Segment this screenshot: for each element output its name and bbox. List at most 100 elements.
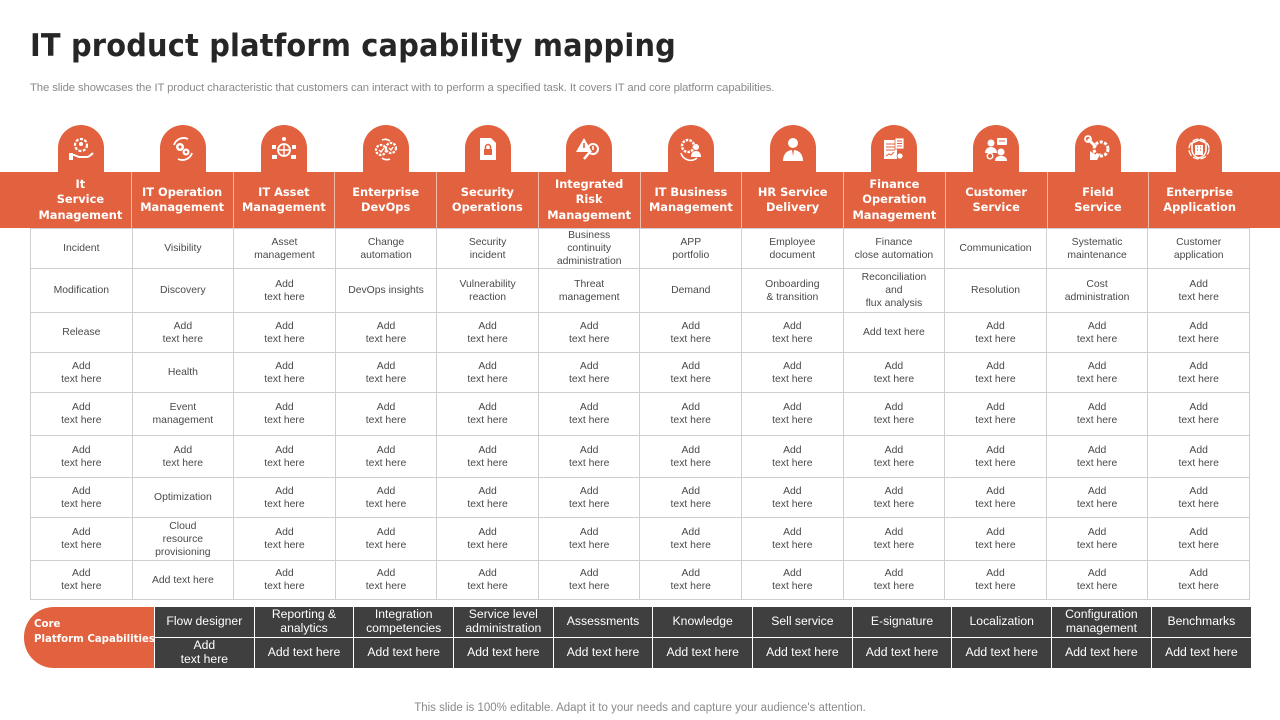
table-row: Incident Visibility Asset management Change…: [30, 228, 1250, 269]
table-cell: Add text here: [334, 392, 438, 436]
table-cell: Add text here: [334, 477, 438, 518]
table-cell: Add text here: [436, 312, 539, 353]
table-cell: Add text here: [1045, 517, 1149, 561]
table-cell: Add text here: [1045, 352, 1149, 393]
table-row: Add text here Event management Add text he…: [30, 392, 1250, 436]
table-cell: Communication: [944, 228, 1047, 269]
core-cell: Service level administration: [453, 607, 554, 638]
capability-grid: Incident Visibility Asset management Change…: [30, 228, 1250, 600]
table-cell: Change automation: [334, 228, 438, 269]
table-cell: Add text here: [944, 477, 1047, 518]
customer-support-icon: [972, 125, 1019, 173]
core-cell: Add text here: [552, 636, 654, 668]
table-cell: Demand: [639, 268, 743, 313]
footer-note: This slide is 100% editable. Adapt it to…: [414, 702, 866, 714]
finance-calculator-icon: [871, 125, 918, 173]
table-cell: Add text here: [436, 560, 539, 600]
core-cell: Assessments: [552, 607, 654, 638]
table-cell: Add text here: [639, 392, 743, 436]
devops-gears-icon: [362, 125, 409, 173]
core-platform-grid: Flow designer Reporting & analytics Integr…: [154, 607, 1251, 668]
core-cell: Benchmarks: [1150, 607, 1251, 638]
building-shield-icon: [1176, 125, 1223, 173]
table-cell: Add text here: [30, 477, 133, 518]
table-cell: Add text here: [944, 312, 1047, 353]
table-cell: Add text here: [1045, 392, 1149, 436]
table-cell: Add text here: [537, 517, 641, 561]
core-cell: Localization: [951, 607, 1053, 638]
table-cell: Add text here: [842, 312, 946, 353]
table-cell: Add text here: [1045, 477, 1149, 518]
table-cell: Add text here: [233, 517, 336, 561]
core-cell: Configuration management: [1051, 607, 1152, 638]
table-cell: Add text here: [334, 435, 438, 478]
table-cell: Add text here: [944, 352, 1047, 393]
table-cell: Add text here: [1147, 560, 1250, 600]
table-cell: Add text here: [842, 392, 946, 436]
core-cell: Sell service: [752, 607, 853, 638]
column-header: IT Operation Management: [132, 172, 234, 228]
table-cell: Cost administration: [1045, 268, 1149, 313]
table-cell: Add text here: [1147, 352, 1250, 393]
table-cell: Add text here: [741, 477, 844, 518]
core-cell: Add text here: [1051, 636, 1152, 668]
column-header: IT Business Management: [641, 172, 743, 228]
table-row: Add text here Cloud resource provisioning…: [30, 517, 1250, 561]
core-platform-label: Core Platform Capabilities: [24, 607, 158, 668]
gears-cycle-icon: [159, 125, 206, 173]
table-cell: APP portfolio: [639, 228, 743, 269]
column-header: Finance Operation Management: [844, 172, 946, 228]
core-cell: Reporting & analytics: [253, 607, 355, 638]
hand-gear-person-icon: [57, 125, 104, 173]
table-cell: Threat management: [537, 268, 641, 313]
table-cell: Add text here: [537, 312, 641, 353]
table-cell: Add text here: [741, 517, 844, 561]
table-cell: Systematic maintenance: [1045, 228, 1149, 269]
table-cell: Add text here: [1147, 477, 1250, 518]
column-header: Enterprise DevOps: [335, 172, 437, 228]
core-cell: Add text here: [453, 636, 554, 668]
table-cell: Add text here: [537, 392, 641, 436]
wrench-gear-hand-icon: [1074, 125, 1121, 173]
table-cell: Add text here: [537, 560, 641, 600]
table-cell: Add text here: [944, 435, 1047, 478]
table-cell: Add text here: [537, 477, 641, 518]
core-cell: Flow designer: [154, 607, 255, 638]
table-row: Modification Discovery Add text here DevOps…: [30, 268, 1250, 313]
table-row: Add text here Add text here Add text here A…: [30, 435, 1250, 478]
table-cell: Add text here: [741, 312, 844, 353]
capability-headers: It Service Management IT Operation Manage…: [30, 172, 1250, 228]
core-cell: Add text here: [951, 636, 1053, 668]
table-cell: Incident: [30, 228, 133, 269]
table-cell: DevOps insights: [334, 268, 438, 313]
table-cell: Add text here: [30, 392, 133, 436]
table-cell: Add text here: [1045, 560, 1149, 600]
table-cell: Add text here: [639, 352, 743, 393]
table-cell: Add text here: [842, 352, 946, 393]
businessman-icon: [769, 125, 816, 173]
column-header: It Service Management: [30, 172, 132, 228]
table-cell: Add text here: [30, 352, 133, 393]
document-lock-icon: [464, 125, 511, 173]
slide-title: IT product platform capability mapping: [30, 28, 676, 64]
table-cell: Finance close automation: [842, 228, 946, 269]
column-header: Security Operations: [437, 172, 539, 228]
table-cell: Add text here: [233, 352, 336, 393]
table-cell: Add text here: [741, 392, 844, 436]
gear-people-icon: [667, 125, 714, 173]
table-row: Release Add text here Add text here Add tex…: [30, 312, 1250, 353]
table-cell: Add text here: [436, 517, 539, 561]
core-cell: Integration competencies: [353, 607, 455, 638]
table-cell: Add text here: [233, 392, 336, 436]
core-cell: Add text here: [851, 636, 953, 668]
table-cell: Add text here: [944, 560, 1047, 600]
table-cell: Add text here: [944, 392, 1047, 436]
warning-magnifier-icon: [566, 125, 613, 173]
table-cell: Add text here: [741, 435, 844, 478]
table-cell: Add text here: [233, 560, 336, 600]
core-cell: E-signature: [851, 607, 953, 638]
table-cell: Add text here: [1045, 312, 1149, 353]
table-cell: Add text here: [639, 517, 743, 561]
core-cell: Add text here: [353, 636, 455, 668]
table-cell: Modification: [30, 268, 133, 313]
